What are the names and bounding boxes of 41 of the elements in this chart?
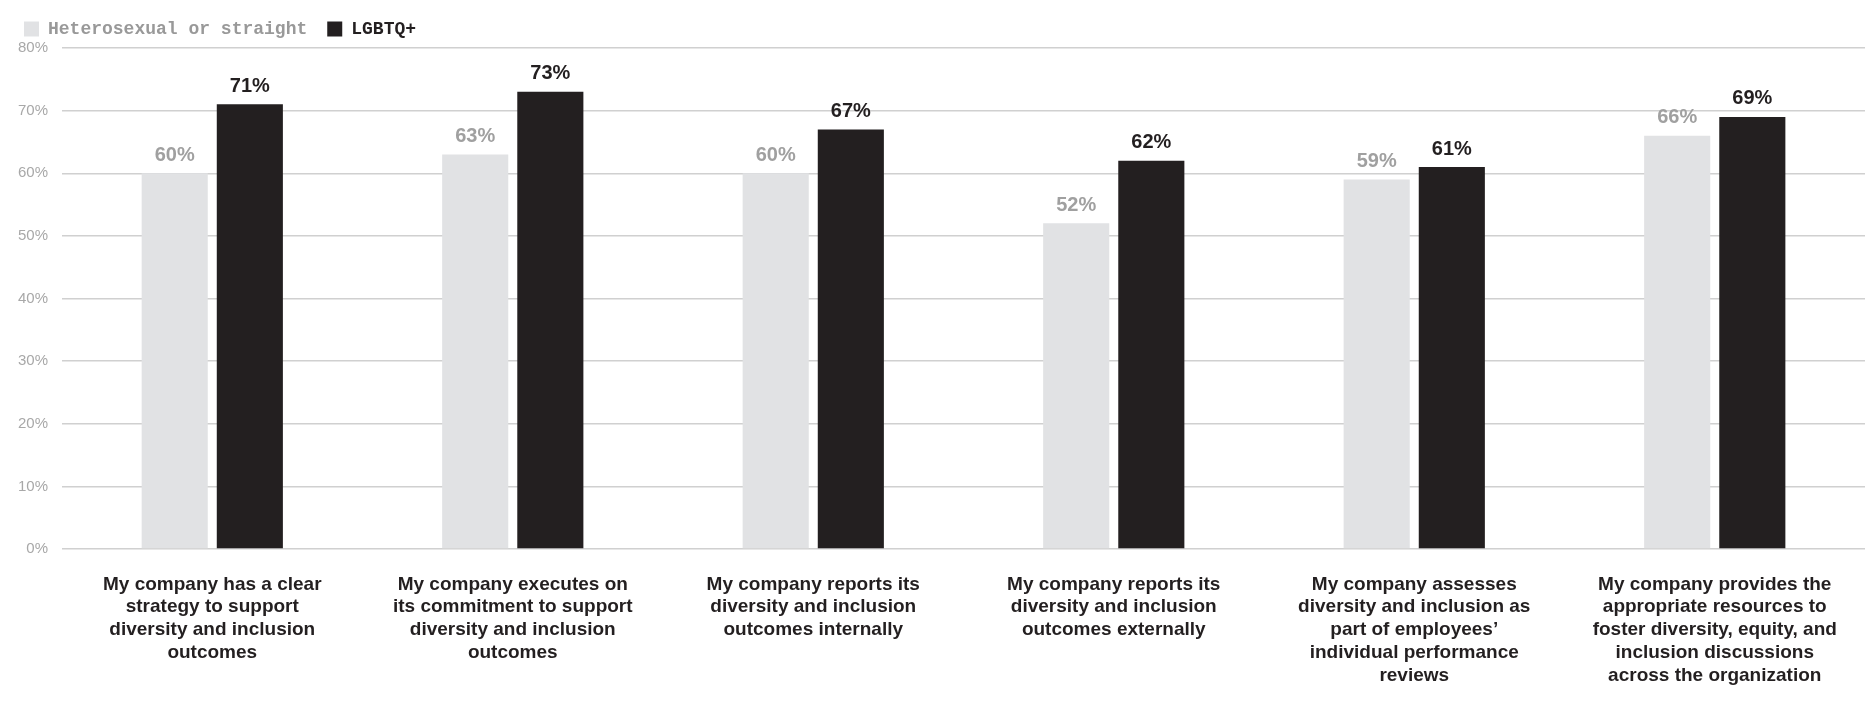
data-label: 66% — [1657, 105, 1698, 128]
bar — [1043, 223, 1110, 549]
bar — [216, 104, 283, 549]
y-tick-label: 70% — [17, 100, 49, 118]
data-label: 73% — [530, 61, 571, 84]
data-label: 60% — [154, 142, 195, 165]
bar — [1118, 160, 1185, 549]
bar — [442, 154, 509, 549]
y-tick-label: 20% — [17, 413, 49, 431]
bar — [1418, 166, 1485, 549]
y-tick-label: 40% — [17, 288, 49, 306]
bar — [517, 91, 584, 549]
x-tick-label: My company has a clear strategy to support diversity and inclusion outcomes — [102, 572, 323, 663]
legend-label: LGBTQ+ — [351, 18, 417, 39]
y-tick-label: 0% — [26, 539, 49, 557]
legend-label: Heterosexual or straight — [48, 18, 308, 39]
y-tick-label: 50% — [17, 226, 49, 244]
bar — [141, 173, 208, 549]
data-label: 67% — [830, 98, 872, 121]
data-label: 69% — [1732, 86, 1773, 109]
x-tick-label: My company reports its diversity and inclusion outcomes internally — [706, 572, 920, 640]
x-tick-label: My company assesses diversity and inclusion as part of employees’ individual performance reviews — [1298, 572, 1531, 685]
y-tick-label: 60% — [17, 163, 49, 181]
y-tick-label: 80% — [17, 38, 49, 56]
bar — [742, 173, 809, 549]
data-label: 62% — [1131, 130, 1172, 153]
data-label: 59% — [1356, 149, 1397, 172]
y-tick-label: 30% — [17, 351, 49, 369]
bar — [1644, 135, 1711, 549]
bar — [1343, 179, 1410, 549]
x-tick-label: My company provides the appropriate resources to foster diversity, equity, and inclusion discussions across the organization — [1592, 572, 1837, 685]
data-label: 52% — [1056, 192, 1097, 215]
bar — [817, 129, 884, 549]
data-label: 60% — [755, 142, 796, 165]
y-tick-label: 10% — [17, 476, 49, 494]
data-label: 71% — [229, 73, 271, 96]
data-label: 63% — [455, 123, 496, 146]
x-tick-label: My company executes on its commitment to support diversity and inclusion outcomes — [392, 572, 634, 663]
bar — [1719, 116, 1786, 549]
data-label: 61% — [1431, 136, 1473, 159]
x-tick-label: My company reports its diversity and inclusion outcomes externally — [1007, 572, 1221, 640]
